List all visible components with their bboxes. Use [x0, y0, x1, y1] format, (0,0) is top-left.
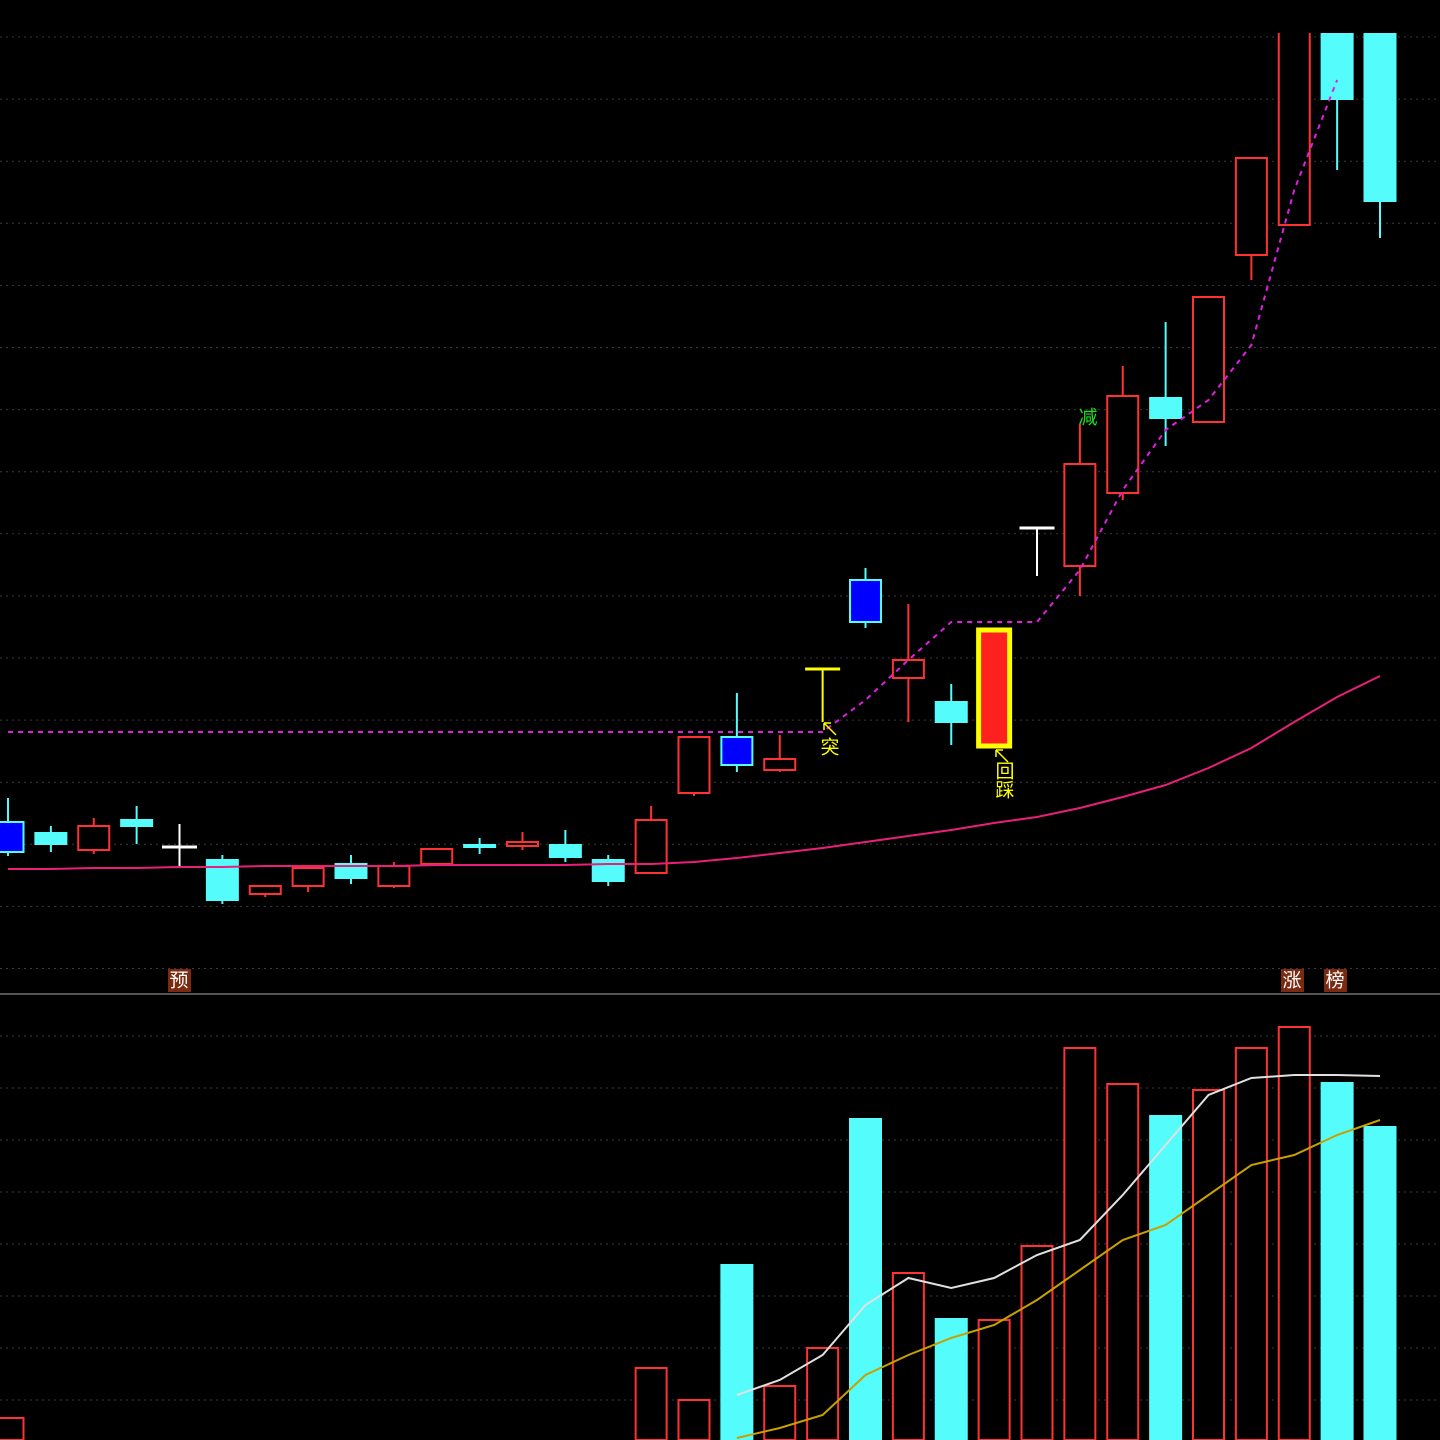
candle-body [849, 579, 882, 623]
candle-body [0, 821, 25, 853]
volume-bar [934, 1318, 968, 1440]
candle-body [291, 867, 325, 887]
line-series [736, 1074, 1381, 1396]
candle-body [77, 825, 111, 851]
annotation: 涨 [1282, 970, 1301, 992]
volume-bar [634, 1367, 668, 1440]
volume-bar [1020, 1245, 1054, 1440]
volume-bar [1106, 1083, 1140, 1440]
volume-panel [0, 1026, 1397, 1440]
arrow [823, 722, 837, 736]
candle-body [1149, 397, 1183, 419]
volume-bar [677, 1399, 711, 1440]
line-series [8, 79, 1339, 733]
candle-body [634, 819, 668, 874]
candle-body [463, 844, 497, 848]
candle-body [934, 701, 968, 723]
annotation: 榜 [1325, 970, 1344, 992]
candle-body [1063, 463, 1097, 567]
price-panel [0, 33, 1397, 904]
volume-bar [1320, 1082, 1354, 1440]
candle-body [548, 844, 582, 858]
candle-body [1106, 395, 1140, 494]
volume-bar [1277, 1026, 1311, 1440]
annotation: 回踩 [993, 761, 1015, 799]
annotation: 减 [1078, 407, 1097, 429]
volume-bar [1363, 1126, 1397, 1440]
volume-bar [806, 1347, 840, 1440]
candle-body [1192, 296, 1225, 423]
candle-body [1234, 157, 1268, 256]
volume-bar [891, 1272, 925, 1440]
candle-body [420, 848, 454, 865]
label-box [1281, 969, 1304, 992]
candle-body [891, 659, 925, 679]
volume-bar [1234, 1047, 1268, 1440]
candle-body [1320, 33, 1354, 100]
line-series [736, 1119, 1381, 1439]
candle-body [720, 736, 754, 766]
volume-bar [849, 1118, 882, 1440]
line-series [8, 675, 1381, 870]
volume-bar [1192, 1089, 1225, 1440]
volume-bar [1149, 1115, 1183, 1440]
candle-body [591, 859, 625, 882]
candle-body [248, 885, 282, 895]
candle-body [34, 832, 68, 845]
candle-body [334, 863, 368, 879]
label-box [168, 969, 191, 992]
annotation: 突 [820, 737, 839, 759]
volume-bar [763, 1385, 797, 1440]
volume-bar [0, 1417, 25, 1440]
arrow [995, 749, 1009, 763]
candle-body [763, 758, 797, 771]
volume-bar [977, 1319, 1011, 1440]
candle-body [506, 841, 539, 847]
candle-body [1363, 33, 1397, 202]
volume-bar [720, 1264, 754, 1440]
candle-body [976, 627, 1013, 749]
candle-body [377, 865, 411, 887]
candle-body [120, 819, 154, 827]
label-box [1324, 969, 1347, 992]
annotation: 预 [169, 970, 188, 992]
candle-body [677, 736, 711, 794]
